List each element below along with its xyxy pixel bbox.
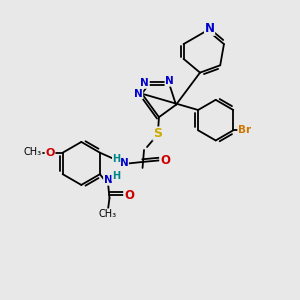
Text: H: H — [112, 154, 121, 164]
Text: CH₃: CH₃ — [24, 147, 42, 157]
Text: H: H — [112, 171, 120, 181]
Text: N: N — [205, 22, 214, 35]
Text: N: N — [103, 175, 112, 185]
Text: N: N — [140, 78, 149, 88]
Text: CH₃: CH₃ — [99, 209, 117, 219]
Text: O: O — [160, 154, 170, 167]
Text: N: N — [165, 76, 174, 86]
Text: S: S — [153, 127, 162, 140]
Text: N: N — [134, 89, 143, 99]
Text: N: N — [120, 158, 128, 168]
Text: O: O — [124, 189, 134, 202]
Text: O: O — [45, 148, 55, 158]
Text: Br: Br — [238, 125, 251, 135]
